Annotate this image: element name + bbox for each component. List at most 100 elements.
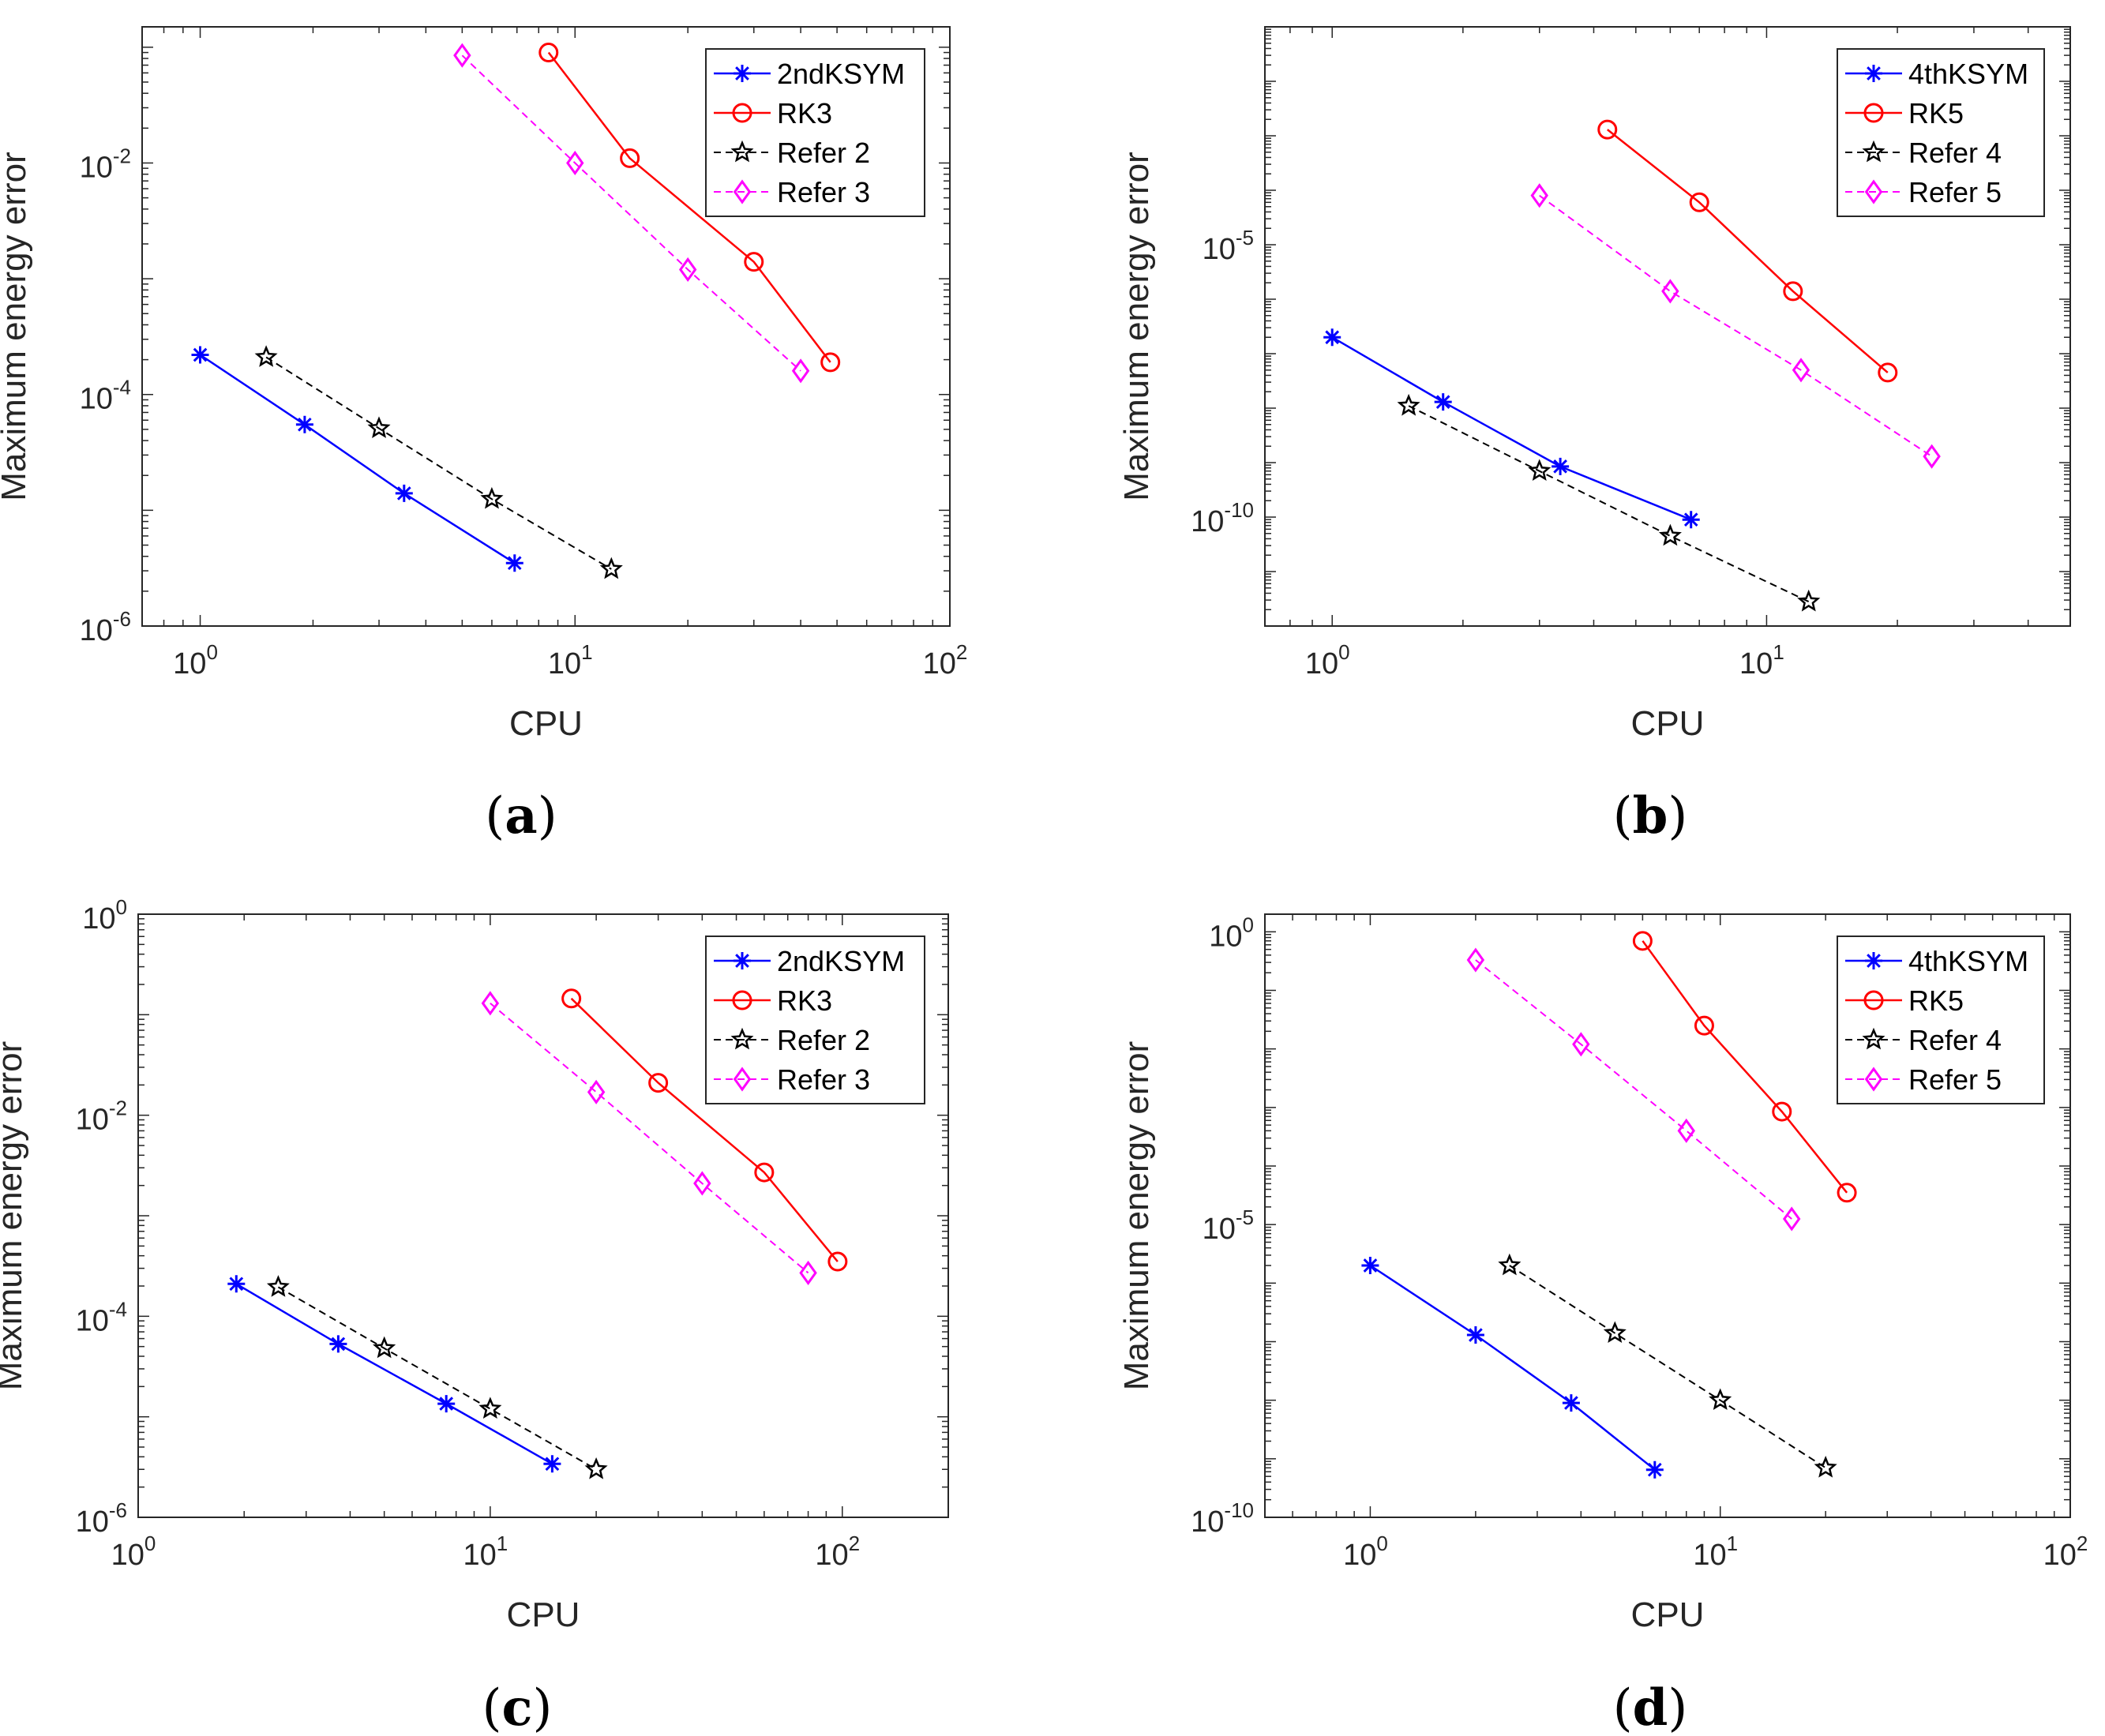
x-axis-label: CPU — [1631, 1595, 1705, 1634]
data-point — [191, 346, 209, 364]
series-refer-5 — [1530, 183, 1941, 469]
series-line — [1408, 405, 1810, 603]
legend-marker — [1863, 990, 1884, 1010]
data-point — [1677, 1118, 1695, 1143]
series-line — [570, 997, 839, 1262]
data-point — [1434, 393, 1452, 411]
x-tick-base: 10 — [1739, 647, 1773, 681]
legend-entry-label: Refer 4 — [1908, 137, 2002, 169]
x-tick-base: 10 — [173, 647, 206, 681]
legend-marker — [730, 1027, 754, 1050]
y-tick-exponent: -10 — [1224, 498, 1254, 522]
legend-marker — [1865, 65, 1882, 82]
data-point — [254, 345, 278, 367]
legend-entry-label: 2ndKSYM — [777, 58, 905, 90]
data-point — [266, 1275, 290, 1297]
caption-close: ) — [532, 1679, 552, 1736]
legend-entry-label: Refer 3 — [777, 1063, 870, 1096]
legend-entry-label: RK5 — [1908, 984, 1964, 1017]
series-rk3 — [538, 43, 841, 373]
data-point — [1323, 328, 1341, 347]
x-tick-label: 102 — [2043, 1532, 2088, 1572]
series-line — [461, 54, 801, 372]
data-point — [587, 1079, 606, 1104]
caption-open: ( — [1613, 1679, 1633, 1736]
y-tick-base: 10 — [80, 383, 113, 416]
series-line — [1607, 129, 1889, 373]
data-point — [566, 150, 584, 176]
legend-entry-label: RK3 — [777, 984, 832, 1017]
data-point — [538, 43, 559, 63]
data-point — [1682, 511, 1700, 529]
legend-entry-label: 4thKSYM — [1908, 58, 2028, 90]
legend-entry-label: 2ndKSYM — [777, 945, 905, 977]
legend-entry-label: RK3 — [777, 97, 832, 129]
x-tick-label: 100 — [111, 1532, 156, 1572]
x-tick-base: 10 — [1305, 647, 1338, 681]
x-axis-label: CPU — [509, 704, 583, 743]
legend: 2ndKSYM RK3 Refer 2 Refer 3 — [705, 48, 925, 217]
legend-marker — [1864, 1067, 1883, 1092]
y-tick-exponent: -2 — [113, 144, 131, 167]
plot-frame — [1264, 913, 2071, 1518]
data-point — [543, 1455, 561, 1473]
y-tick-exponent: -2 — [109, 1097, 127, 1120]
panel-caption: (d) — [1613, 1678, 1688, 1736]
data-point — [1694, 1015, 1714, 1036]
x-tick-base: 10 — [815, 1539, 848, 1572]
y-tick-label: 10-5 — [1203, 1205, 1254, 1246]
x-tick-label: 101 — [1693, 1532, 1738, 1572]
y-tick-base: 10 — [76, 1304, 109, 1337]
x-tick-exponent: 1 — [1773, 640, 1784, 664]
data-point — [599, 557, 623, 579]
data-point — [481, 991, 500, 1016]
series-refer-4 — [1498, 1253, 1837, 1478]
data-point — [1530, 183, 1548, 208]
x-tick-base: 10 — [2043, 1539, 2077, 1572]
x-tick-exponent: 2 — [849, 1532, 860, 1555]
data-point — [1878, 362, 1898, 383]
series-refer-2 — [266, 1275, 608, 1479]
data-point — [295, 415, 313, 433]
series-line — [1642, 940, 1848, 1194]
series-refer-3 — [453, 43, 810, 384]
data-point — [1783, 281, 1803, 302]
y-tick-label: 10-10 — [1191, 1498, 1254, 1539]
y-tick-exponent: -10 — [1224, 1498, 1254, 1522]
series-refer-3 — [481, 991, 817, 1285]
x-tick-base: 10 — [463, 1539, 497, 1572]
legend-entry-label: 4thKSYM — [1908, 945, 2028, 977]
series-line — [490, 1003, 809, 1274]
y-tick-base: 10 — [80, 614, 113, 647]
y-tick-exponent: -6 — [113, 607, 131, 631]
data-point — [1632, 931, 1653, 951]
series-line — [1509, 1265, 1826, 1469]
caption-close: ) — [1668, 787, 1687, 846]
data-point — [1466, 947, 1485, 973]
x-tick-label: 101 — [463, 1532, 508, 1572]
legend-entry-label: RK5 — [1908, 97, 1964, 129]
x-tick-label: 102 — [815, 1532, 860, 1572]
data-point — [329, 1335, 347, 1353]
data-point — [1661, 279, 1679, 304]
data-point — [1689, 192, 1709, 212]
y-tick-base: 10 — [1191, 505, 1224, 538]
data-point — [480, 486, 504, 509]
legend-entry-label: Refer 5 — [1908, 176, 2002, 208]
plot-frame — [141, 26, 951, 627]
x-axis-label: CPU — [507, 1595, 580, 1634]
series-refer-2 — [254, 345, 623, 579]
x-tick-exponent: 0 — [1338, 640, 1349, 664]
data-point — [648, 1073, 669, 1093]
y-tick-label: 10-4 — [76, 1297, 127, 1337]
data-point — [1814, 1455, 1837, 1478]
y-tick-exponent: -4 — [113, 376, 131, 399]
legend-entry-label: Refer 2 — [777, 137, 870, 169]
legend-box — [705, 48, 925, 217]
series-rk5 — [1597, 119, 1898, 383]
y-tick-label: 10-2 — [76, 1097, 127, 1137]
